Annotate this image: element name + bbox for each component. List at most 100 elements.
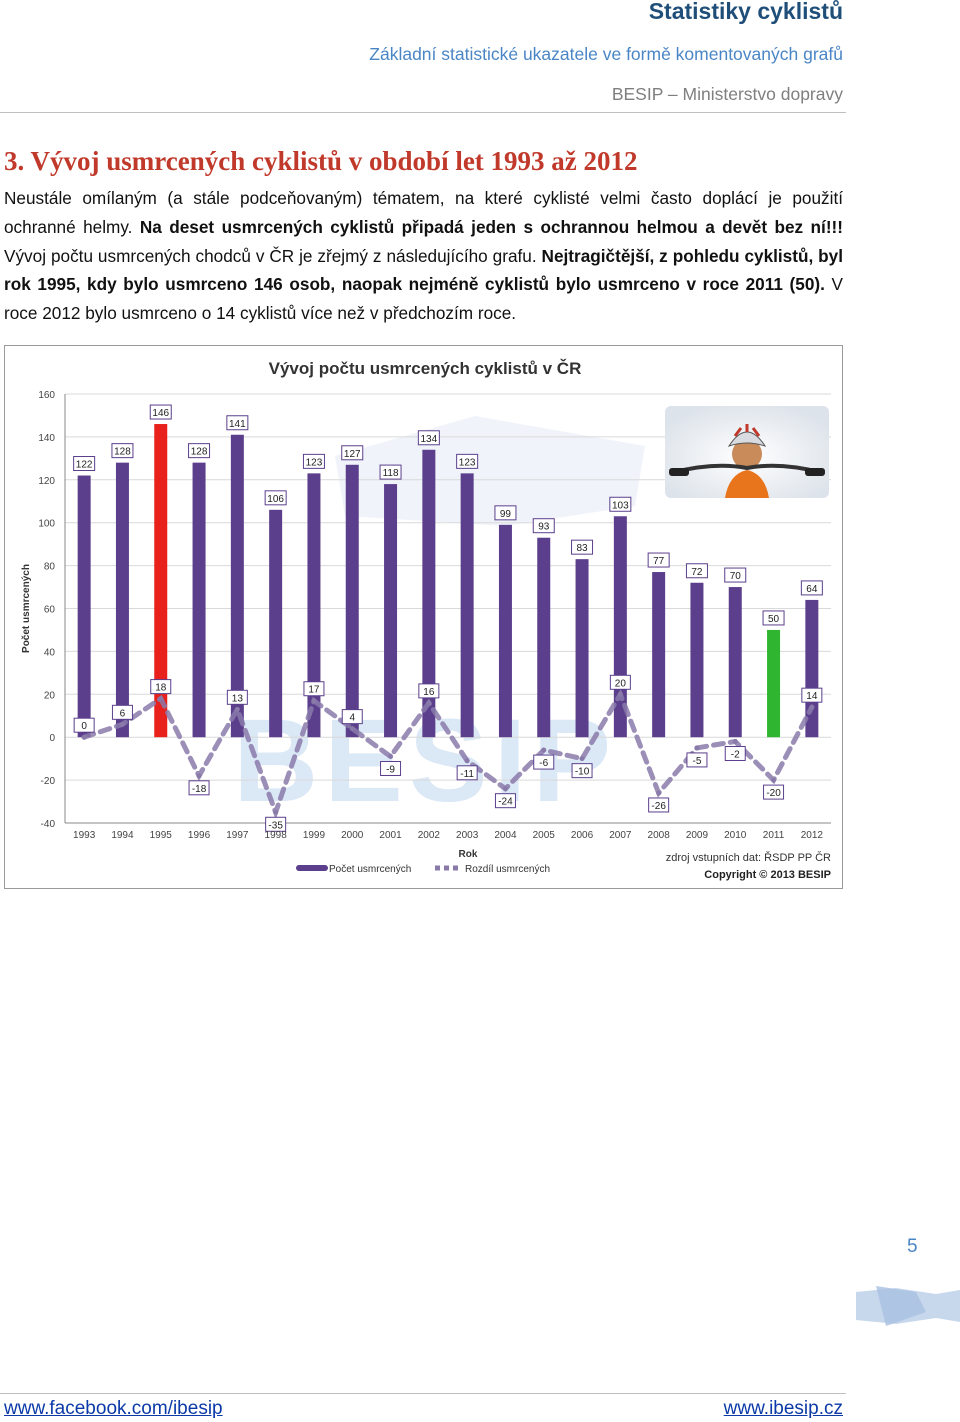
difference-label-box — [494, 793, 516, 809]
difference-point-2000 — [349, 726, 355, 732]
bar-2009 — [690, 582, 704, 738]
bar-label-box — [341, 445, 364, 461]
x-tick-label: 1999 — [303, 830, 326, 841]
difference-label-box — [111, 704, 133, 720]
cyclist-photo — [665, 406, 829, 498]
bar-data-label: 134 — [421, 434, 438, 445]
x-tick-label: 1997 — [226, 830, 249, 841]
difference-point-2008 — [656, 790, 662, 796]
x-tick-label: 1996 — [188, 830, 211, 841]
bar-2010 — [728, 587, 742, 738]
bar-label-box — [532, 518, 555, 534]
y-tick-label: 40 — [44, 647, 56, 658]
difference-point-2010 — [732, 738, 738, 744]
y-tick-label: 60 — [44, 605, 56, 616]
y-tick-label: 160 — [38, 390, 55, 401]
bar-label-box — [647, 552, 670, 568]
difference-label-box — [571, 763, 593, 779]
difference-data-label: -2 — [731, 749, 740, 760]
difference-label-box — [533, 754, 555, 770]
difference-data-label: 17 — [308, 685, 320, 696]
x-tick-label: 1995 — [150, 830, 173, 841]
bar-label-box — [456, 453, 479, 469]
section-title: 3. Vývoj usmrcených cyklistů v období le… — [4, 146, 638, 176]
bar-label-box — [494, 505, 517, 521]
difference-data-label: 14 — [806, 691, 818, 702]
header-divider — [0, 112, 846, 113]
chart-source-note: zdroj vstupních dat: ŘSDP PP ČR — [666, 851, 831, 864]
x-tick-label: 1998 — [265, 830, 288, 841]
bar-data-label: 93 — [538, 522, 550, 533]
difference-label-box — [763, 784, 785, 800]
difference-point-2005 — [541, 747, 547, 753]
bar-2004 — [498, 524, 512, 738]
bar-label-box — [685, 563, 708, 579]
bar-data-label: 122 — [76, 460, 93, 471]
difference-data-label: -26 — [651, 801, 666, 812]
difference-label-box — [303, 681, 325, 697]
bar-data-label: 50 — [768, 614, 780, 625]
difference-label-box — [188, 780, 210, 796]
difference-point-1995 — [158, 696, 164, 702]
header-subtitle: Základní statistické ukazatele ve formě … — [369, 44, 843, 64]
chart-title: Vývoj počtu usmrcených cyklistů v ČR — [269, 359, 582, 378]
watermark-shape — [335, 416, 645, 526]
difference-label-box — [609, 674, 631, 690]
y-tick-label: 120 — [38, 476, 55, 487]
x-tick-label: 2005 — [533, 830, 556, 841]
difference-point-2012 — [809, 704, 815, 710]
difference-label-box — [150, 679, 172, 695]
difference-point-1993 — [81, 734, 87, 740]
difference-data-label: -11 — [460, 769, 474, 780]
difference-point-1996 — [196, 773, 202, 779]
difference-label-box — [456, 765, 478, 781]
x-tick-label: 2008 — [648, 830, 671, 841]
facebook-link[interactable]: www.facebook.com/ibesip — [4, 1398, 223, 1419]
bar-label-box — [800, 580, 823, 596]
difference-data-label: -6 — [539, 758, 548, 769]
chart-frame: BESIP Vývoj počtu usmrcených cyklistů v Č… — [4, 345, 843, 889]
bar-data-label: 64 — [806, 584, 818, 595]
difference-data-label: -24 — [498, 797, 513, 808]
difference-label-box — [73, 717, 95, 733]
bar-2001 — [384, 484, 398, 738]
bar-1998 — [269, 509, 283, 738]
bar-label-box — [571, 539, 594, 555]
bar-data-label: 128 — [191, 447, 208, 458]
y-tick-label: 20 — [44, 690, 56, 701]
website-link[interactable]: www.ibesip.cz — [723, 1398, 843, 1419]
difference-point-2001 — [388, 754, 394, 760]
x-tick-label: 2000 — [341, 830, 364, 841]
bar-data-label: 128 — [114, 447, 131, 458]
difference-point-2003 — [464, 758, 470, 764]
difference-label-box — [380, 761, 402, 777]
footer-divider — [0, 1393, 846, 1394]
x-axis-label: Rok — [459, 849, 478, 860]
bar-data-label: 83 — [576, 543, 588, 554]
difference-point-2004 — [502, 786, 508, 792]
bar-data-label: 118 — [383, 468, 399, 479]
bar-1994 — [115, 462, 129, 738]
x-tick-label: 2010 — [724, 830, 747, 841]
difference-label-box — [724, 745, 746, 761]
y-tick-label: 80 — [44, 562, 56, 573]
difference-data-label: 0 — [81, 721, 87, 732]
chart-copyright: Copyright © 2013 BESIP — [704, 869, 831, 881]
difference-label-box — [418, 683, 440, 699]
difference-data-label: 4 — [349, 713, 355, 724]
bar-label-box — [149, 404, 172, 420]
bar-label-box — [302, 453, 325, 469]
bar-2008 — [652, 572, 666, 738]
bar-label-box — [379, 464, 402, 480]
paragraph-text-1: Neustále omílaným (a stále podceňovaným)… — [4, 188, 843, 237]
difference-data-label: -5 — [692, 756, 701, 767]
bar-data-label: 70 — [730, 571, 742, 582]
bar-label-box — [609, 496, 632, 512]
bar-label-box — [226, 415, 249, 431]
paragraph-bold-2: Nejtragičtější, z pohledu cyklistů, byl … — [4, 245, 843, 295]
x-tick-label: 1993 — [73, 830, 96, 841]
x-tick-label: 2002 — [418, 830, 441, 841]
difference-label-box — [648, 797, 670, 813]
bar-data-label: 72 — [691, 567, 703, 578]
